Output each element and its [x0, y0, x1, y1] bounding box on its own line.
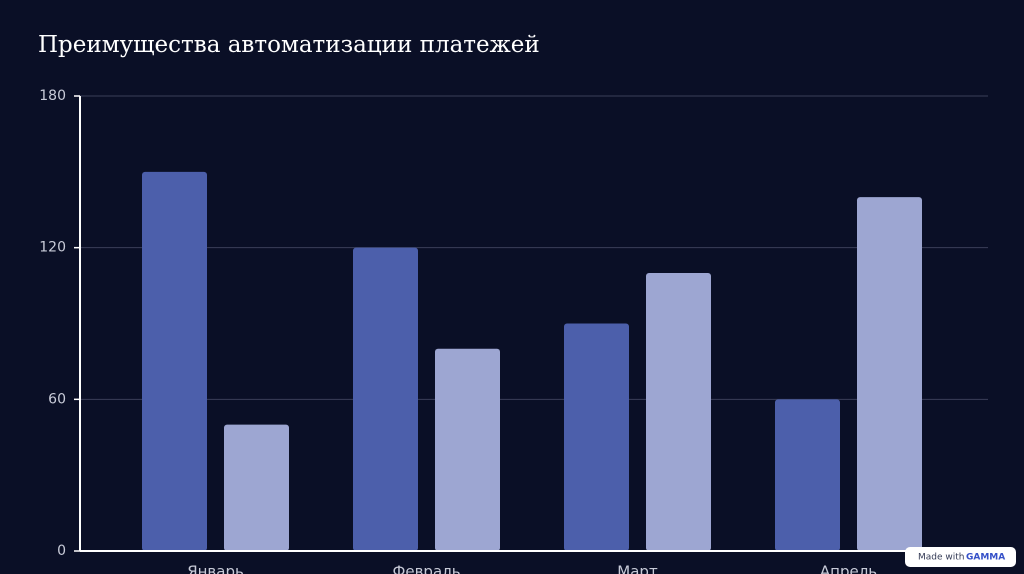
- badge-box: [905, 547, 1016, 567]
- y-tick-label: 120: [39, 240, 66, 256]
- y-tick-label: 0: [57, 543, 66, 559]
- chart-title: Преимущества автоматизации платежей: [38, 32, 540, 58]
- x-tick-label: Февраль: [392, 563, 460, 574]
- bar: [353, 247, 418, 551]
- bar: [646, 272, 711, 551]
- bar: [857, 197, 922, 551]
- bar: [142, 171, 207, 552]
- x-tick-label: Март: [617, 563, 658, 574]
- x-tick-label: Апрель: [820, 563, 877, 574]
- badge-brand: GAMMA: [966, 553, 1005, 563]
- bar: [775, 399, 840, 551]
- y-tick-label: 180: [39, 88, 66, 104]
- badge-text: Made with: [918, 553, 965, 563]
- bar: [435, 348, 500, 551]
- bar: [564, 323, 629, 551]
- x-tick-label: Январь: [187, 563, 244, 574]
- y-tick-label: 60: [48, 391, 66, 407]
- bar: [224, 424, 289, 551]
- badge[interactable]: Made with GAMMA: [905, 547, 1016, 567]
